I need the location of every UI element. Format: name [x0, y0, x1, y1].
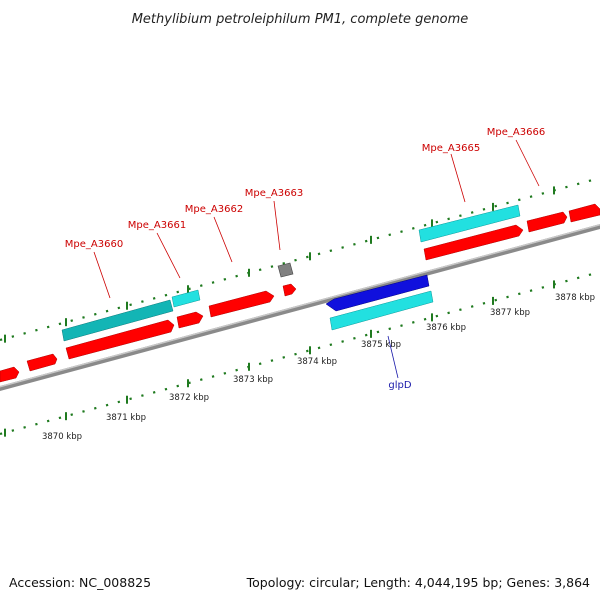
gene-mpe-a3666[interactable]: [526, 211, 568, 233]
cds-mpe-a3661[interactable]: [171, 289, 201, 308]
scale-label: 3872 kbp: [169, 393, 209, 403]
scale-label: 3876 kbp: [426, 323, 466, 333]
scale-label: 3875 kbp: [361, 340, 401, 350]
forward-genes[interactable]: [0, 203, 600, 383]
label-mpe-a3663[interactable]: Mpe_A3663: [245, 188, 303, 199]
leader-mpe-a3665: [450, 153, 466, 203]
gene-arrow-forward[interactable]: [0, 366, 20, 383]
reverse-genes[interactable]: [325, 274, 430, 312]
gene-mpe-a3660[interactable]: [65, 319, 175, 360]
gene-arrow-forward[interactable]: [568, 203, 600, 223]
cds-mpe-a3660[interactable]: [61, 299, 174, 342]
map-title: Methylibium petroleiphilum PM1, complete…: [132, 12, 469, 27]
gene-glpd[interactable]: [325, 274, 430, 312]
label-leaders: [93, 139, 540, 379]
accession-text: Accession: NC_008825: [9, 575, 151, 590]
label-glpd[interactable]: glpD: [388, 380, 411, 391]
leader-mpe-a3661: [156, 232, 181, 279]
leader-mpe-a3663: [273, 200, 281, 251]
label-mpe-a3666[interactable]: Mpe_A3666: [487, 127, 545, 138]
scale-label: 3873 kbp: [233, 375, 273, 385]
cds-glpd[interactable]: [329, 290, 434, 331]
cds-mpe-a3665[interactable]: [418, 204, 521, 243]
gene-mpe-a3665[interactable]: [423, 224, 524, 261]
scale-labels: 3870 kbp 3871 kbp 3872 kbp 3873 kbp 3874…: [42, 293, 595, 442]
label-mpe-a3665[interactable]: Mpe_A3665: [422, 143, 480, 154]
gene-mpe-a3663[interactable]: [282, 283, 297, 297]
backbone-highlight: [0, 224, 600, 388]
scale-label: 3870 kbp: [42, 432, 82, 442]
major-ticks: [4, 186, 555, 437]
leader-glpd: [387, 335, 399, 379]
label-mpe-a3661[interactable]: Mpe_A3661: [128, 220, 186, 231]
scale-label: 3878 kbp: [555, 293, 595, 303]
other-genes[interactable]: [277, 262, 294, 278]
leader-mpe-a3662: [213, 216, 233, 263]
label-mpe-a3662[interactable]: Mpe_A3662: [185, 204, 243, 215]
gene-mpe-a3661[interactable]: [176, 311, 204, 329]
label-mpe-a3660[interactable]: Mpe_A3660: [65, 239, 123, 250]
scale-label: 3877 kbp: [490, 308, 530, 318]
cds-features[interactable]: [61, 204, 521, 342]
genome-summary-text: Topology: circular; Length: 4,044,195 bp…: [246, 575, 590, 590]
gene-labels: Mpe_A3660 Mpe_A3661 Mpe_A3662 Mpe_A3663 …: [65, 127, 545, 391]
leader-mpe-a3666: [515, 139, 540, 187]
scale-label: 3871 kbp: [106, 413, 146, 423]
scale-label: 3874 kbp: [297, 357, 337, 367]
gene-arrow-forward[interactable]: [26, 353, 58, 372]
genome-backbone: [0, 224, 600, 391]
gene-feature-gray[interactable]: [277, 262, 294, 278]
leader-mpe-a3660: [93, 251, 111, 299]
gene-mpe-a3662[interactable]: [208, 290, 275, 318]
